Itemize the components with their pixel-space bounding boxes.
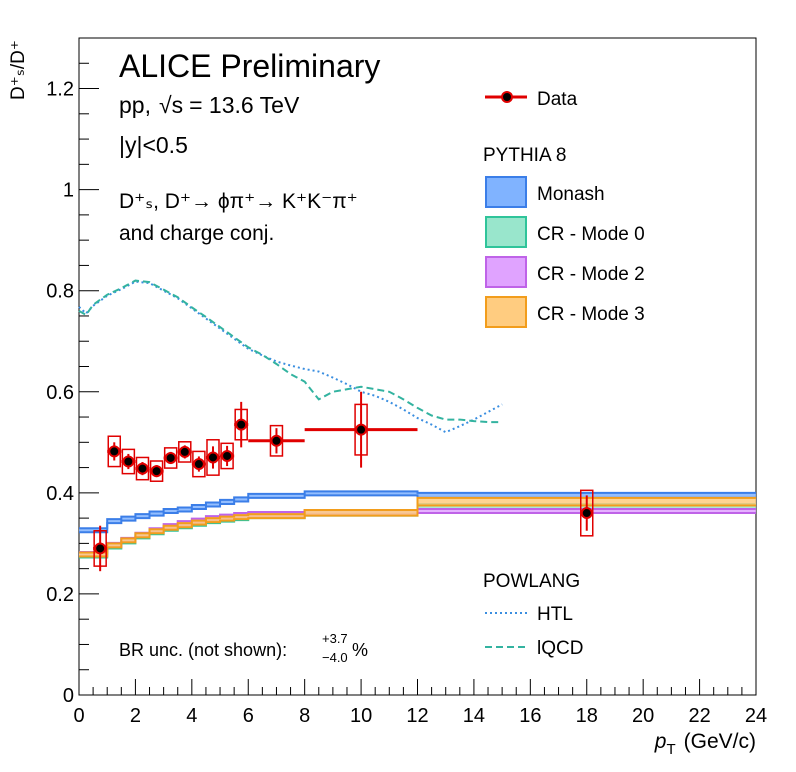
- y-tick-label: 0.2: [46, 584, 74, 606]
- x-tick-label: 10: [350, 705, 372, 727]
- decay-label: D⁺ₛ, D⁺→ ϕπ⁺→ K⁺K⁻π⁺: [119, 190, 358, 213]
- band-cr3: [191, 520, 206, 525]
- data-point: [206, 451, 219, 464]
- band-monash: [177, 507, 192, 512]
- x-tick-label: 14: [463, 705, 485, 727]
- legend-cr3-swatch: [485, 296, 527, 328]
- x-tick-label: 20: [632, 705, 654, 727]
- x-tick-label: 22: [688, 705, 710, 727]
- band-cr3: [248, 514, 305, 519]
- data-points: [93, 391, 594, 572]
- y-tick-label: 0.4: [46, 483, 74, 505]
- data-point: [164, 451, 177, 464]
- legend-data-marker: [501, 91, 513, 103]
- data-point: [235, 418, 248, 431]
- br-label: BR unc. (not shown):: [119, 640, 287, 660]
- system-label: pp, √s = 13.6 TeV: [119, 92, 300, 118]
- x-tick-label: 16: [519, 705, 541, 727]
- band-cr3: [304, 510, 418, 516]
- band-cr3: [121, 538, 136, 543]
- legend-cr2-label: CR - Mode 2: [537, 264, 645, 285]
- y-tick-label: 0.8: [46, 281, 74, 303]
- legend-cr2-swatch: [485, 256, 527, 288]
- band-monash: [304, 491, 418, 496]
- legend-powlang-header: POWLANG: [483, 571, 580, 592]
- band-monash: [248, 493, 305, 498]
- x-tick-label: 0: [73, 705, 84, 727]
- y-tick-label: 1: [63, 180, 74, 202]
- band-cr3: [205, 518, 221, 523]
- y-tick-label: 0.6: [46, 382, 74, 404]
- legend-monash-label: Monash: [537, 184, 605, 205]
- band-cr3: [149, 529, 164, 534]
- band-monash: [191, 504, 206, 510]
- y-tick-label: 1.2: [46, 79, 74, 101]
- band-edge-monash: [79, 494, 756, 534]
- band-monash: [135, 514, 150, 519]
- band-monash: [234, 497, 249, 502]
- data-point: [192, 458, 205, 471]
- powlang-curves: [78, 279, 503, 434]
- data-point: [136, 462, 149, 475]
- x-tick-label: 2: [130, 705, 141, 727]
- band-cr3: [177, 523, 192, 528]
- data-point: [355, 423, 368, 436]
- br-unit: %: [352, 640, 368, 660]
- curve-lqcd: [78, 279, 503, 424]
- legend-cr0-swatch: [485, 216, 527, 248]
- data-point: [122, 455, 135, 468]
- br-up: +3.7: [322, 631, 348, 646]
- band-monash: [107, 519, 122, 524]
- x-tick-label: 4: [186, 705, 197, 727]
- data-point: [221, 449, 234, 462]
- band-monash: [163, 509, 178, 514]
- data-point: [108, 445, 121, 458]
- legend-cr0-label: CR - Mode 0: [537, 224, 645, 245]
- y-tick-label: 0: [63, 685, 74, 707]
- legend-data-label: Data: [537, 89, 578, 110]
- legend: Data PYTHIA 8 Monash CR - Mode 0 CR - Mo…: [483, 89, 645, 659]
- data-point: [94, 542, 107, 555]
- data-point: [580, 507, 593, 520]
- legend-pythia-header: PYTHIA 8: [483, 145, 566, 166]
- data-point: [270, 434, 283, 447]
- decay-label-2: and charge conj.: [119, 222, 274, 245]
- data-point: [150, 465, 163, 478]
- x-axis-title: pT (GeV/c): [654, 730, 756, 758]
- x-tick-label: 18: [576, 705, 598, 727]
- legend-cr3-label: CR - Mode 3: [537, 304, 645, 325]
- data-point: [178, 445, 191, 458]
- y-axis-title: D⁺ₛ/D⁺: [8, 40, 29, 100]
- band-monash: [205, 502, 221, 507]
- x-tick-label: 12: [406, 705, 428, 727]
- band-monash: [121, 516, 136, 521]
- band-cr3: [79, 552, 108, 557]
- band-monash: [79, 528, 108, 533]
- band-edge-cr3: [79, 496, 756, 554]
- band-cr3: [135, 533, 150, 538]
- pythia-bands: [79, 490, 756, 559]
- rapidity-label: |y|<0.5: [119, 132, 188, 158]
- legend-monash-swatch: [485, 176, 527, 208]
- band-cr3: [107, 543, 122, 548]
- br-down: −4.0: [322, 650, 348, 665]
- curve-htl: [78, 280, 503, 434]
- band-cr3: [163, 525, 178, 530]
- band-monash: [149, 511, 164, 516]
- band-monash: [220, 499, 235, 504]
- x-tick-label: 6: [243, 705, 254, 727]
- x-tick-label: 24: [745, 705, 767, 727]
- legend-htl-label: HTL: [537, 604, 573, 625]
- band-cr3: [234, 515, 249, 520]
- legend-lqcd-label: lQCD: [537, 638, 583, 659]
- band-cr3: [220, 516, 235, 521]
- band-edge-monash: [79, 490, 756, 530]
- x-tick-label: 8: [299, 705, 310, 727]
- band-edge-cr3: [79, 504, 756, 558]
- band-edge-cr2: [79, 512, 756, 558]
- chart-title: ALICE Preliminary: [119, 48, 380, 84]
